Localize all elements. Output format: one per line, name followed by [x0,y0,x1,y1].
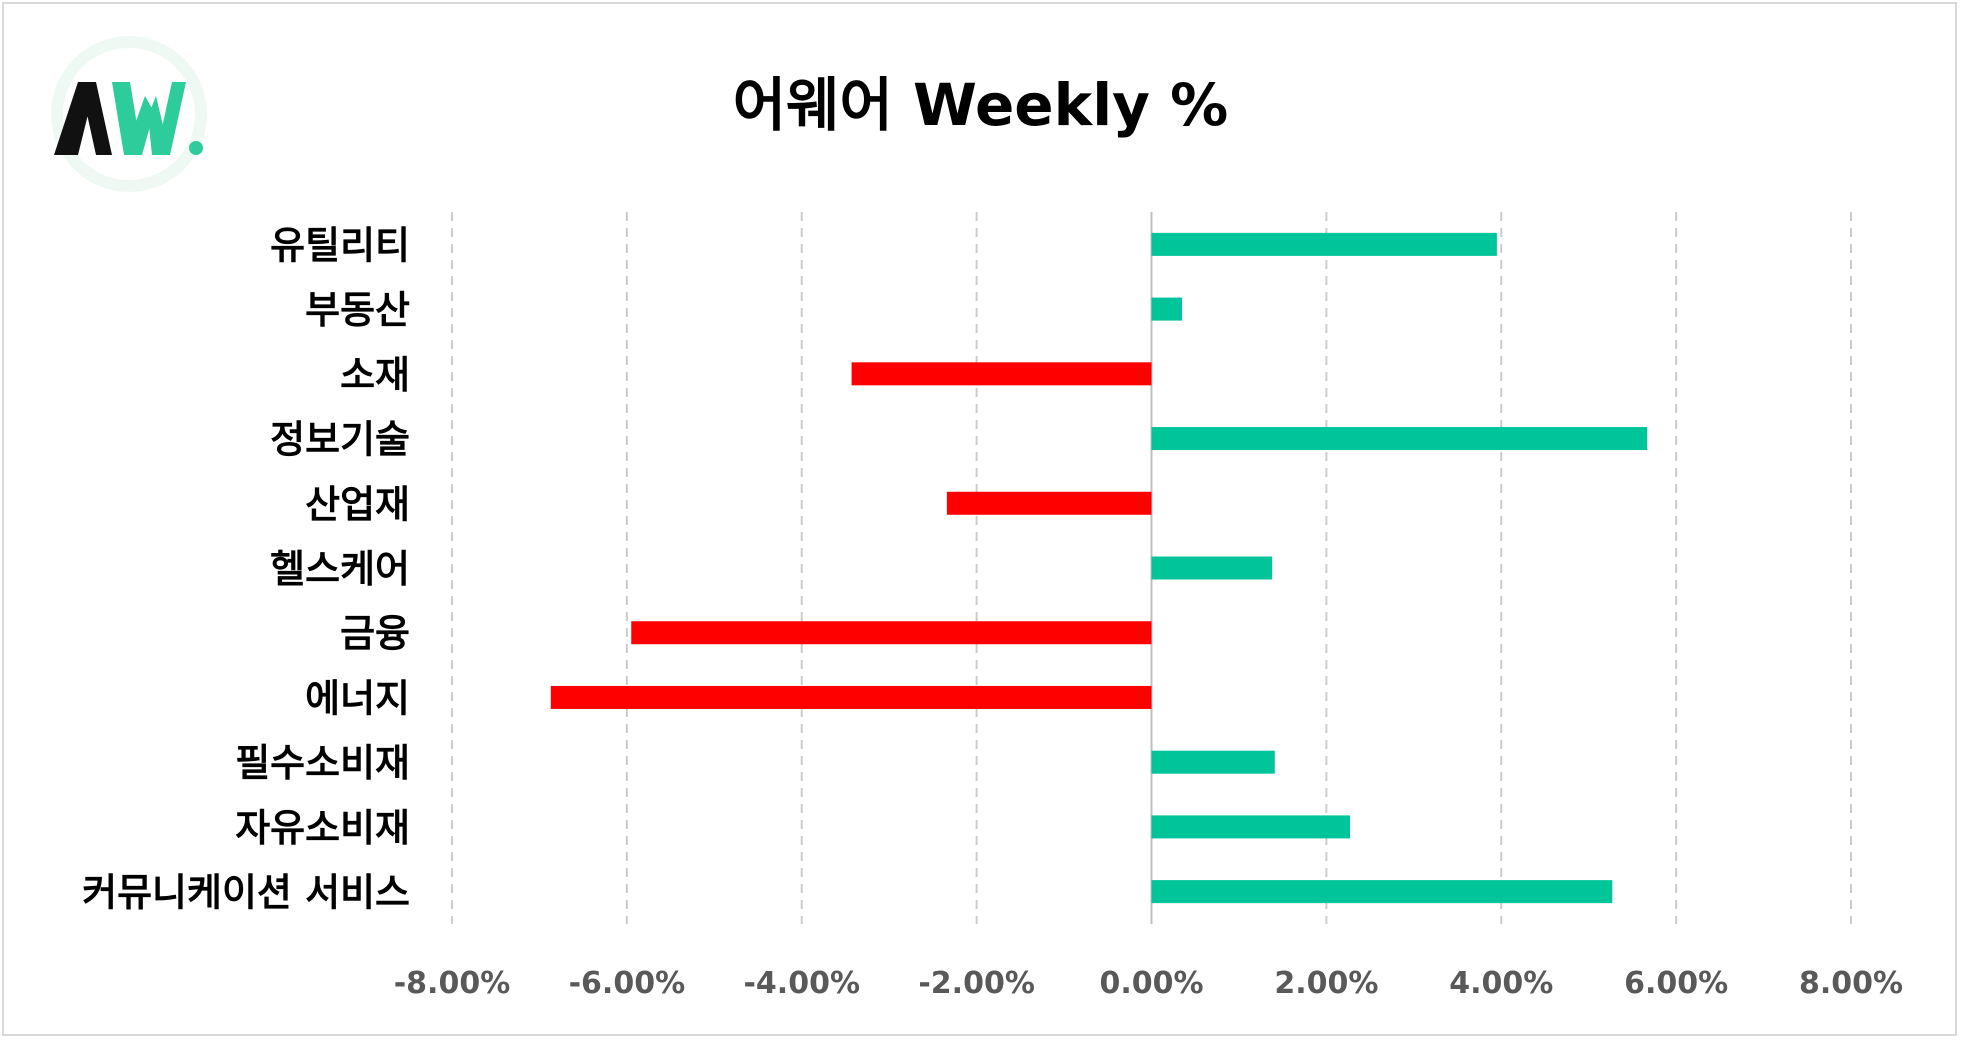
category-label: 커뮤니케이션 서비스 [82,871,410,915]
category-label: 부동산 [305,288,410,332]
bar [851,362,1152,386]
bar [550,685,1152,709]
category-label: 에너지 [305,676,410,720]
bar [1151,880,1613,904]
x-tick-label: 0.00% [1099,966,1203,1001]
category-label: 정보기술 [270,418,410,462]
aw-logo [51,36,207,192]
bar [631,621,1152,645]
x-tick-label: 4.00% [1449,966,1553,1001]
bar [1151,232,1497,256]
tick-labels: -8.00% -6.00% -4.00% -2.00% 0.00% 2.00% 4.00% 6… [394,966,1903,1001]
x-tick-label: -6.00% [569,966,686,1001]
x-tick-label: 2.00% [1274,966,1378,1001]
x-tick-label: -4.00% [743,966,860,1001]
bar [1151,556,1273,580]
logo-a-right [80,82,112,155]
chart-title: 어웨어 Weekly % [732,71,1229,139]
category-label: 헬스케어 [270,547,410,591]
logo-w-4 [156,82,186,155]
bars [550,232,1648,904]
category-label: 필수소비재 [235,741,410,785]
category-label: 유틸리티 [270,223,410,267]
bar [1151,815,1350,839]
bar [946,491,1152,515]
logo-w-2 [124,96,154,155]
category-label: 자유소비재 [235,806,410,850]
bar [1151,750,1275,774]
category-labels: 유틸리티부동산소재정보기술산업재헬스케어금융에너지필수소비재자유소비재커뮤니케이… [82,223,410,914]
bar [1151,297,1183,321]
x-tick-label: 8.00% [1799,966,1903,1001]
category-label: 금융 [340,612,410,656]
x-tick-label: -8.00% [394,966,511,1001]
x-tick-label: -2.00% [918,966,1035,1001]
category-label: 소재 [340,353,410,397]
category-label: 산업재 [305,482,410,526]
bar [1151,427,1648,451]
logo-dot [189,141,203,155]
x-tick-label: 6.00% [1624,966,1728,1001]
